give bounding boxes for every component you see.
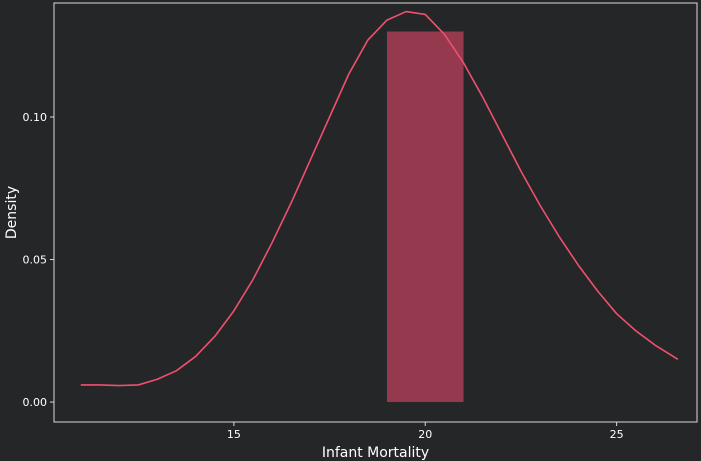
y-tick-label: 0.05 [23,254,48,267]
density-curve [80,10,679,387]
y-axis: 0.00 0.05 0.10 [23,111,54,409]
chart-marks [80,10,679,403]
x-tick-label: 25 [610,428,624,441]
plot-panel-border [53,2,698,423]
x-axis-title: Infant Mortality [322,445,429,461]
y-tick-label: 0.00 [23,396,48,409]
x-axis: 15 20 25 [227,422,624,441]
x-tick-label: 20 [418,428,432,441]
y-tick-label: 0.10 [23,111,48,124]
x-tick-label: 15 [227,428,241,441]
y-axis-title: Density [4,186,20,239]
histogram-bar [386,31,464,403]
